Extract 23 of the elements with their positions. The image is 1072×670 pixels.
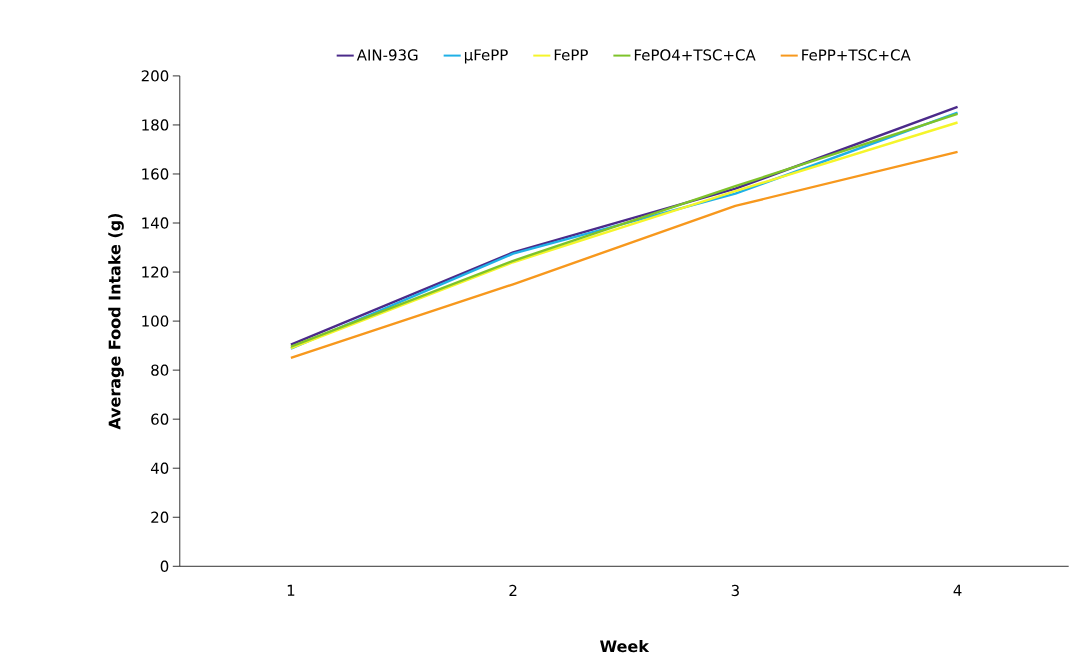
y-axis-title: Average Food Intake (g) <box>108 213 124 430</box>
y-tick-label: 120 <box>142 266 169 278</box>
y-tick-label: 20 <box>151 511 169 523</box>
legend-label: FePP <box>554 49 588 61</box>
x-axis-title: Week <box>600 639 650 653</box>
y-tick-label: 140 <box>142 217 169 229</box>
legend-label: FePO4+TSC+CA <box>634 49 756 61</box>
y-tick-label: 0 <box>160 560 169 572</box>
y-tick-label: 200 <box>141 70 169 82</box>
line-series <box>289 150 959 359</box>
y-tick-label: 60 <box>151 413 169 425</box>
x-tick-label: 3 <box>731 584 739 597</box>
legend-label: FePP+TSC+CA <box>802 49 911 61</box>
y-tick-label: 80 <box>151 364 169 376</box>
legend-label: AIN-93G <box>356 49 418 61</box>
x-tick-label: 2 <box>509 584 517 596</box>
y-tick-label: 160 <box>142 168 169 180</box>
legend-label: µFePP <box>464 49 508 64</box>
y-tick-label: 100 <box>142 315 169 327</box>
x-tick-label: 4 <box>953 584 962 596</box>
y-tick-label: 180 <box>142 119 169 131</box>
y-tick-label: 40 <box>150 462 169 474</box>
x-tick-label: 1 <box>287 584 295 596</box>
